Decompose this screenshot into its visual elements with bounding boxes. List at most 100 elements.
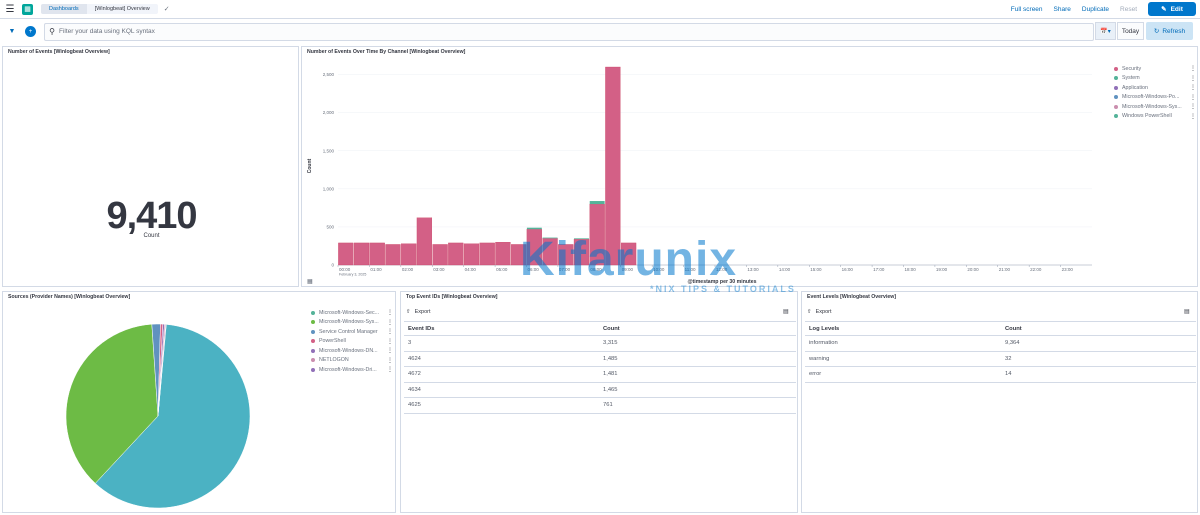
edit-button[interactable]: ✎ Edit: [1148, 2, 1196, 16]
legend-options-icon[interactable]: ⋮: [1190, 66, 1196, 73]
breadcrumb-dashboards[interactable]: Dashboards: [41, 4, 87, 14]
legend-options-icon[interactable]: ⋮: [387, 357, 393, 364]
legend-options-icon[interactable]: ⋮: [1190, 104, 1196, 111]
legend-options-icon[interactable]: ⋮: [387, 338, 393, 345]
legend-item[interactable]: Microsoft-Windows-Sec... ⋮: [311, 308, 393, 318]
legend-options-icon[interactable]: ⋮: [1190, 75, 1196, 82]
legend-item[interactable]: NETLOGON ⋮: [311, 356, 393, 366]
legend-label: Microsoft-Windows-DN...: [319, 347, 378, 354]
y-tick-label: 2,000: [323, 110, 335, 115]
legend-options-icon[interactable]: ⋮: [1190, 113, 1196, 120]
table-toggle-icon[interactable]: ▦: [307, 278, 313, 285]
legend-item[interactable]: Microsoft-Windows-Sys... ⋮: [1114, 102, 1196, 112]
legend-options-icon[interactable]: ⋮: [1190, 85, 1196, 92]
x-tick-label: 15:00: [810, 267, 822, 272]
x-tick-label: 09:00: [622, 267, 634, 272]
x-tick-label: 12:00: [716, 267, 728, 272]
calendar-icon: 📅▾: [1100, 28, 1111, 35]
x-tick-label: 04:00: [465, 267, 477, 272]
top-event-ids-panel: Top Event IDs [Winlogbeat Overview] ⇧ Ex…: [400, 291, 798, 513]
legend-color-dot: [311, 310, 315, 315]
x-tick-label: 23:00: [1062, 267, 1074, 272]
legend-color-dot: [311, 358, 315, 363]
legend-color-dot: [1114, 76, 1118, 81]
add-filter-icon[interactable]: +: [25, 26, 36, 37]
export-button[interactable]: ⇧ Export: [406, 309, 431, 315]
table-row: warning 32: [805, 351, 1196, 367]
legend-label: System: [1122, 75, 1140, 82]
table-cell: 4624: [404, 351, 599, 367]
y-tick-label: 500: [326, 224, 334, 229]
bar-segment: [574, 238, 589, 240]
watermark-logo: Kifarunix: [520, 233, 738, 286]
export-label: Export: [815, 309, 832, 315]
legend-color-dot: [1114, 104, 1118, 109]
search-input[interactable]: ⚲ Filter your data using KQL syntax: [44, 22, 1094, 41]
legend-item[interactable]: Security ⋮: [1114, 64, 1196, 74]
refresh-button[interactable]: ↻ Refresh: [1146, 22, 1193, 40]
sources-panel: Sources (Provider Names) [Winlogbeat Ove…: [2, 291, 396, 513]
panel-title: Number of Events Over Time By Channel [W…: [307, 49, 466, 55]
menu-icon[interactable]: ☰: [5, 3, 15, 15]
app-logo-icon[interactable]: ▦: [22, 3, 33, 15]
legend-item[interactable]: Microsoft-Windows-Dri... ⋮: [311, 365, 393, 375]
legend-item[interactable]: Service Control Manager ⋮: [311, 327, 393, 337]
bar-segment: [511, 244, 527, 266]
legend-item[interactable]: System ⋮: [1114, 74, 1196, 84]
legend-item[interactable]: Microsoft-Windows-Sys... ⋮: [311, 318, 393, 328]
panel-title: Number of Events [Winlogbeat Overview]: [8, 49, 110, 55]
top-nav-bar: ☰ ▦ Dashboards [Winlogbeat] Overview ✓ F…: [0, 0, 1200, 19]
x-tick-label: 05:00: [496, 267, 508, 272]
legend-options-icon[interactable]: ⋮: [387, 367, 393, 374]
table-cell: 1,485: [599, 351, 796, 367]
export-button[interactable]: ⇧ Export: [807, 309, 832, 315]
bar-segment: [526, 227, 542, 230]
panel-title: Top Event IDs [Winlogbeat Overview]: [406, 294, 498, 300]
legend-color-dot: [1114, 85, 1118, 90]
date-range-display[interactable]: Today: [1117, 22, 1144, 40]
column-header[interactable]: Event IDs: [404, 321, 599, 336]
table-cell: 3: [404, 335, 599, 352]
legend-color-dot: [1114, 114, 1118, 119]
query-bar: ▼ + ⚲ Filter your data using KQL syntax …: [0, 21, 1200, 42]
sources-pie-chart: [65, 323, 251, 509]
column-header[interactable]: Log Levels: [805, 321, 1001, 336]
legend-item[interactable]: Microsoft-Windows-DN... ⋮: [311, 346, 393, 356]
x-tick-label: 18:00: [905, 267, 917, 272]
x-tick-label: 21:00: [999, 267, 1011, 272]
full-screen-link[interactable]: Full screen: [1010, 5, 1043, 13]
y-tick-label: 1,000: [323, 186, 335, 191]
legend-options-icon[interactable]: ⋮: [1190, 94, 1196, 101]
table-options-icon[interactable]: ▤: [1184, 309, 1190, 315]
bar-segment: [620, 242, 637, 266]
legend-label: Service Control Manager: [319, 328, 378, 335]
pie-slice: [157, 324, 167, 417]
legend-options-icon[interactable]: ⋮: [387, 348, 393, 355]
table-options-icon[interactable]: ▤: [783, 309, 789, 315]
bar-segment: [605, 66, 621, 266]
breadcrumb-current: [Winlogbeat] Overview: [86, 4, 158, 14]
table-cell: warning: [805, 351, 1001, 367]
bar-segment: [338, 242, 354, 266]
bar-segment: [385, 244, 401, 266]
share-link[interactable]: Share: [1053, 5, 1071, 13]
filter-menu-icon[interactable]: ▼: [8, 28, 16, 35]
column-header[interactable]: Count: [1001, 321, 1196, 336]
legend-item[interactable]: PowerShell ⋮: [311, 337, 393, 347]
legend-options-icon[interactable]: ⋮: [387, 329, 393, 336]
legend-options-icon[interactable]: ⋮: [387, 310, 393, 317]
refresh-icon: ↻: [1153, 28, 1160, 35]
legend-label: Microsoft-Windows-Po...: [1122, 94, 1180, 101]
bar-segment: [542, 238, 558, 266]
calendar-picker-button[interactable]: 📅▾: [1095, 22, 1116, 40]
x-tick-label: 06:00: [528, 267, 540, 272]
legend-item[interactable]: Microsoft-Windows-Po... ⋮: [1114, 93, 1196, 103]
legend-item[interactable]: Windows PowerShell ⋮: [1114, 112, 1196, 122]
reset-link[interactable]: Reset: [1120, 5, 1137, 13]
table-cell: 9,364: [1001, 335, 1196, 352]
bar-segment: [479, 242, 495, 266]
legend-options-icon[interactable]: ⋮: [387, 319, 393, 326]
legend-item[interactable]: Application ⋮: [1114, 83, 1196, 93]
column-header[interactable]: Count: [599, 321, 796, 336]
duplicate-link[interactable]: Duplicate: [1081, 5, 1110, 13]
